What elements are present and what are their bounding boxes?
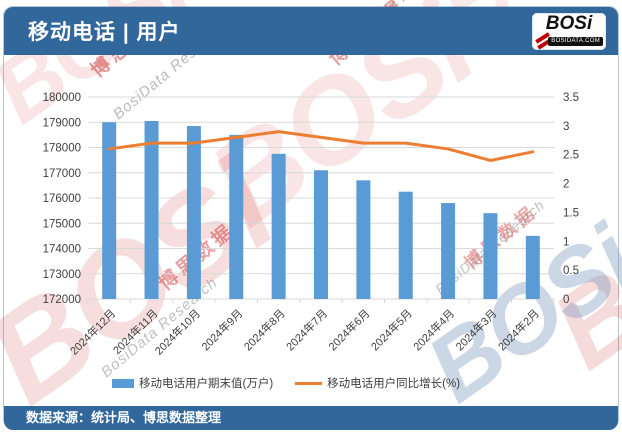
bar-2024年12月 <box>102 122 117 299</box>
y2-axis-tick-label: 3 <box>563 121 569 133</box>
line-series-swatch <box>295 381 323 385</box>
chart-legend: 移动电话用户期末值(万户) 移动电话用户同比增长(%) <box>112 375 460 391</box>
bosi-logo: BOSi BOSIDATA.COM <box>532 12 606 50</box>
line-series-label: 移动电话用户同比增长(%) <box>327 378 461 390</box>
y2-axis-tick-label: 0.5 <box>563 265 579 277</box>
x-axis-label: 2024年5月 <box>368 306 415 353</box>
chart-card: 移动电话 | 用户 BOSi BOSIDATA.COM 180000 179000… <box>3 6 619 430</box>
y-axis-tick-label: 176000 <box>43 193 81 205</box>
x-axis-label: 2024年12月 <box>67 306 118 357</box>
page-title: 移动电话 | 用户 <box>28 21 181 44</box>
x-axis-label: 2024年3月 <box>452 306 499 353</box>
bar-2024年6月 <box>356 180 371 299</box>
x-axis-label: 2024年10月 <box>152 306 203 357</box>
logo-brand-text: BOSi <box>545 12 593 34</box>
y-axis-tick-label: 177000 <box>43 168 81 180</box>
x-axis-label: 2024年6月 <box>325 306 372 353</box>
bar-2024年7月 <box>314 170 328 299</box>
bar-2024年2月 <box>525 235 540 299</box>
bar-2024年11月 <box>144 120 159 299</box>
x-axis-label: 2024年8月 <box>241 306 288 353</box>
y2-axis-tick-label: 1.5 <box>563 207 579 219</box>
footer-bar: 数据来源：统计局、博思数据整理 <box>4 406 618 430</box>
x-axis-label: 2024年7月 <box>283 306 330 353</box>
x-axis-label: 2024年4月 <box>410 306 457 353</box>
y-axis-tick-label: 172000 <box>43 294 81 306</box>
y-axis-tick-label: 174000 <box>43 244 81 256</box>
x-axis-label: 2024年2月 <box>495 306 542 353</box>
y2-axis-tick-label: 3.5 <box>563 92 579 104</box>
bar-2024年4月 <box>441 203 456 299</box>
bar-series-swatch <box>112 378 134 388</box>
header-bar: 移动电话 | 用户 BOSi BOSIDATA.COM <box>4 7 618 55</box>
y-axis-tick-label: 173000 <box>43 269 81 281</box>
bar-2024年3月 <box>483 213 498 299</box>
bar-series-label: 移动电话用户期末值(万户) <box>139 378 274 390</box>
y-axis-tick-label: 175000 <box>43 218 81 230</box>
bar-2024年9月 <box>229 134 244 299</box>
bar-2024年5月 <box>398 191 413 299</box>
y2-axis-tick-label: 0 <box>563 294 569 306</box>
bar-2024年8月 <box>271 153 286 299</box>
x-axis-label: 2024年9月 <box>198 306 245 353</box>
y2-axis-tick-label: 2 <box>563 179 569 191</box>
bar-2024年10月 <box>186 126 201 299</box>
y-axis-tick-label: 180000 <box>43 92 81 104</box>
legend-item-line-series: 移动电话用户同比增长(%) <box>295 375 460 391</box>
legend-item-bar-series: 移动电话用户期末值(万户) <box>112 375 273 391</box>
y-axis-tick-label: 179000 <box>43 117 81 129</box>
combo-chart: 180000 179000 178000 177000 176000 175000 1740… <box>43 92 579 358</box>
growth-line <box>107 130 535 162</box>
y2-axis-tick-label: 1 <box>563 236 569 248</box>
chart-area: 180000 179000 178000 177000 176000 175000 1740… <box>4 55 618 406</box>
data-source-text: 数据来源：统计局、博思数据整理 <box>26 410 222 425</box>
y2-axis-tick-label: 2.5 <box>563 150 579 162</box>
logo-domain-text: BOSIDATA.COM <box>548 36 603 46</box>
y-axis-tick-label: 178000 <box>43 143 81 155</box>
